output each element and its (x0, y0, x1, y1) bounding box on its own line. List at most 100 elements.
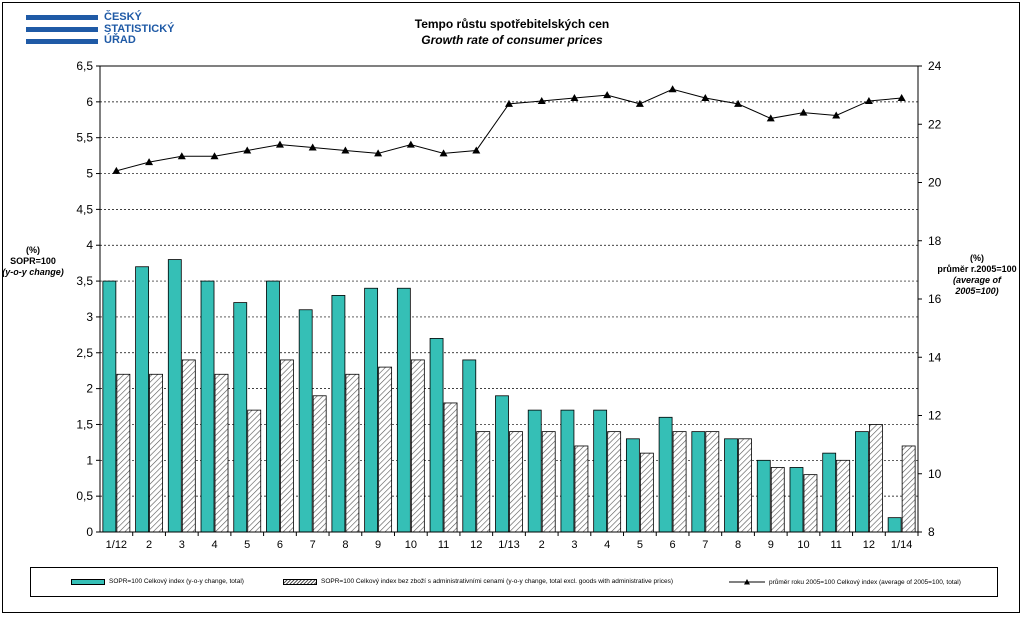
bar-excl-admin (149, 373, 163, 533)
index-marker (243, 146, 252, 154)
y-tick-label-left: 0 (86, 525, 93, 539)
y-tick-label-left: 1,5 (76, 417, 93, 431)
bar-excl-admin (738, 438, 752, 533)
index-marker (177, 152, 186, 160)
bar-excl-admin (247, 409, 262, 533)
bar-excl-admin (378, 366, 393, 533)
bar-excl-admin (312, 395, 327, 533)
y-tick-label-right: 22 (928, 117, 942, 131)
x-tick-label: 5 (244, 539, 250, 551)
x-tick-label: 3 (179, 539, 185, 551)
bar-excl-admin (901, 445, 916, 533)
index-marker (701, 94, 710, 102)
index-marker (275, 140, 284, 148)
x-tick-label: 12 (470, 539, 482, 551)
index-marker (505, 99, 513, 107)
legend-item-excl: SOPR=100 Celkový index bez zboží s admin… (283, 578, 673, 585)
y-tick-label-left: 6,5 (76, 59, 93, 73)
y-tick-label-right: 12 (928, 409, 942, 423)
index-marker (406, 140, 415, 148)
index-marker (341, 146, 350, 154)
bar-excl-admin (443, 402, 458, 533)
x-tick-label: 9 (768, 539, 774, 551)
chart-title: Tempo růstu spotřebitelských cen (414, 17, 610, 31)
y-tick-label-right: 8 (928, 525, 935, 539)
bar-excl-admin (803, 474, 818, 533)
x-tick-label: 7 (702, 539, 708, 551)
bar-excl-admin (116, 373, 131, 533)
bar-excl-admin (509, 431, 523, 533)
index-marker (668, 85, 677, 93)
legend: SOPR=100 Celkový index (y-o-y change, to… (30, 567, 998, 597)
index-marker (766, 114, 775, 122)
legend-swatch-hatch (283, 578, 317, 585)
y-axis-left-label: (%) SOPR=100 (y-o-y change) (2, 245, 64, 277)
logo-stripe (26, 15, 98, 20)
x-tick-label: 11 (438, 539, 449, 551)
index-marker (537, 96, 546, 104)
csu-logo: ČESKÝ STATISTICKÝ ÚŘAD (26, 11, 186, 48)
bar-total (527, 409, 542, 533)
y-tick-label-left: 4 (86, 238, 93, 252)
y-tick-label-right: 20 (928, 176, 942, 190)
x-tick-label: 3 (571, 539, 577, 551)
bar-excl-admin (672, 431, 687, 533)
index-marker (210, 152, 219, 160)
index-marker (439, 149, 448, 157)
logo-stripe (26, 27, 98, 32)
y-tick-label-right: 16 (928, 292, 942, 306)
bar-total (364, 287, 379, 533)
index-marker (603, 91, 612, 99)
bar-excl-admin (345, 373, 360, 533)
bar-total (887, 517, 902, 533)
logo-text: ČESKÝ STATISTICKÝ ÚŘAD (104, 11, 175, 46)
x-tick-label: 4 (604, 539, 610, 551)
legend-item-total: SOPR=100 Celkový index (y-o-y change, to… (71, 578, 244, 585)
bar-total (560, 409, 575, 533)
chart-subtitle: Growth rate of consumer prices (421, 33, 603, 47)
bar-total (135, 266, 149, 533)
y-tick-label-left: 2,5 (76, 346, 93, 360)
index-marker (145, 158, 154, 166)
x-tick-label: 7 (310, 539, 316, 551)
logo-stripe (26, 39, 98, 44)
x-tick-label: 9 (375, 539, 381, 551)
x-tick-label: 6 (670, 539, 676, 551)
bar-excl-admin (410, 359, 425, 533)
bar-total (756, 459, 771, 533)
bar-total (298, 309, 313, 533)
x-tick-label: 6 (277, 539, 283, 551)
y-tick-label-right: 24 (928, 59, 942, 73)
y-tick-label-right: 10 (928, 467, 942, 481)
bar-excl-admin (476, 431, 491, 533)
index-marker (635, 99, 644, 107)
x-tick-label: 8 (342, 539, 348, 551)
x-tick-label: 1/13 (498, 539, 519, 551)
bar-total (789, 467, 804, 533)
bar-total (822, 452, 837, 533)
index-marker (799, 108, 808, 116)
bar-total (495, 395, 509, 533)
x-tick-label: 4 (211, 539, 217, 551)
y-tick-label-left: 5 (86, 167, 93, 181)
bar-total (233, 302, 248, 533)
y-tick-label-left: 3 (86, 310, 93, 324)
bar-total (625, 438, 640, 533)
bar-excl-admin (280, 359, 294, 533)
index-marker (472, 146, 481, 154)
bar-total (462, 359, 477, 533)
bar-excl-admin (181, 359, 196, 533)
y-tick-label-right: 18 (928, 234, 942, 248)
x-tick-label: 12 (863, 539, 875, 551)
bar-total (429, 338, 444, 533)
bar-total (331, 295, 346, 533)
x-tick-label: 2 (146, 539, 152, 551)
y-axis-right-label: (%) průměr r.2005=100 (average of 2005=1… (937, 253, 1017, 296)
index-marker (308, 143, 317, 151)
bar-excl-admin (770, 467, 785, 533)
x-tick-label: 10 (405, 539, 417, 551)
bar-excl-admin (705, 431, 720, 533)
bar-excl-admin (836, 459, 851, 533)
